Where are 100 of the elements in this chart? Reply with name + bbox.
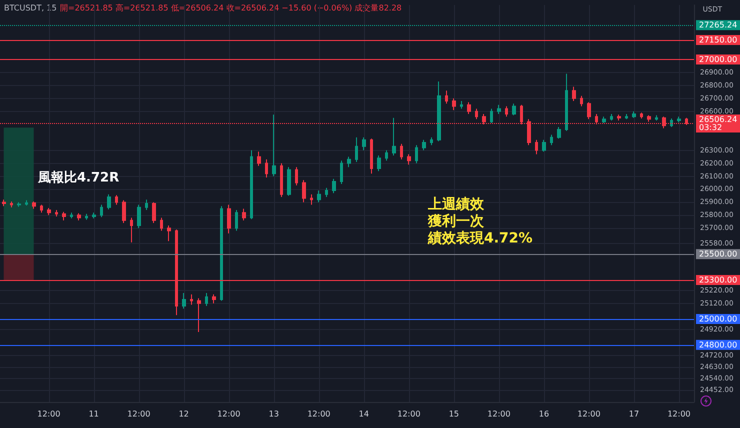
candlestick bbox=[430, 136, 433, 146]
x-tick-label: 12:00 bbox=[217, 410, 240, 418]
ref-line-label: 25300.00 bbox=[699, 276, 738, 285]
candlestick bbox=[505, 106, 508, 118]
ref-line-label: 26506.24 03:32 bbox=[699, 115, 738, 132]
candlestick bbox=[475, 108, 478, 120]
candlestick bbox=[25, 200, 28, 206]
x-tick-label: 13 bbox=[268, 410, 279, 418]
x-tick-label: 12:00 bbox=[397, 410, 420, 418]
x-tick-label: 11 bbox=[88, 410, 99, 418]
candlestick bbox=[542, 139, 546, 152]
candlestick bbox=[617, 114, 621, 121]
candlestick bbox=[632, 110, 636, 118]
candlestick bbox=[32, 201, 36, 210]
candlestick bbox=[385, 150, 388, 162]
candlestick bbox=[640, 112, 643, 120]
candlestick bbox=[422, 139, 426, 151]
candlestick bbox=[235, 209, 238, 232]
candlestick bbox=[227, 204, 231, 234]
candlestick bbox=[377, 154, 381, 172]
candlestick bbox=[70, 212, 73, 219]
candlestick bbox=[557, 126, 561, 140]
x-tick-label: 12:00 bbox=[37, 410, 60, 418]
candlestick bbox=[565, 73, 568, 132]
candlestick bbox=[62, 211, 66, 221]
candlestick bbox=[182, 292, 186, 310]
candlestick bbox=[220, 206, 223, 302]
candlestick bbox=[302, 180, 306, 203]
candlestick bbox=[400, 143, 403, 160]
candlestick bbox=[40, 204, 43, 214]
candlestick bbox=[152, 202, 156, 224]
candlestick bbox=[2, 199, 6, 207]
candlestick bbox=[452, 98, 456, 111]
annotation: 風報比4.72R bbox=[37, 170, 120, 186]
candlestick bbox=[250, 150, 253, 220]
ref-line-label: 27265.24 bbox=[699, 20, 738, 30]
candlestick bbox=[257, 151, 261, 166]
candlestick bbox=[160, 217, 163, 232]
candlestick bbox=[355, 136, 358, 162]
candlestick bbox=[197, 298, 201, 332]
candlestick bbox=[92, 212, 96, 219]
ref-line-label: 24800.00 bbox=[699, 340, 738, 350]
candlestick bbox=[190, 294, 193, 306]
ref-line-label: 27000.00 bbox=[699, 54, 738, 64]
candlestick bbox=[212, 294, 216, 304]
candlestick bbox=[55, 209, 58, 217]
annotation: 上週績效 bbox=[427, 196, 485, 212]
ref-line-label: 25000.00 bbox=[699, 314, 738, 324]
candlestick bbox=[670, 118, 673, 128]
candlestick bbox=[100, 204, 103, 218]
candlestick bbox=[340, 160, 343, 185]
candlestick bbox=[17, 202, 21, 208]
candlestick bbox=[490, 108, 493, 124]
candlestick bbox=[437, 81, 441, 142]
ref-line-label: 27150.00 bbox=[699, 36, 738, 45]
candlestick bbox=[445, 90, 448, 104]
x-tick-label: 17 bbox=[628, 410, 640, 418]
candlestick bbox=[145, 199, 148, 210]
candlestick bbox=[47, 208, 51, 216]
candlestick bbox=[205, 292, 208, 306]
candlestick bbox=[392, 117, 396, 156]
candlestick bbox=[122, 200, 126, 224]
x-tick-label: 12:00 bbox=[307, 410, 330, 418]
candlestick bbox=[317, 190, 321, 203]
candlestick bbox=[287, 166, 291, 196]
candlestick bbox=[602, 116, 606, 124]
candlestick bbox=[115, 194, 118, 206]
candlestick bbox=[415, 144, 418, 164]
x-tick-label: 12:00 bbox=[487, 410, 510, 418]
candlestick bbox=[295, 166, 298, 186]
x-tick-label: 12 bbox=[178, 410, 189, 418]
candlestick bbox=[280, 162, 283, 198]
candlestick bbox=[137, 204, 141, 229]
candlestick bbox=[310, 194, 313, 206]
candlestick bbox=[535, 139, 538, 155]
candlestick bbox=[572, 86, 576, 102]
candlestick bbox=[325, 187, 328, 198]
candlestick bbox=[370, 138, 373, 174]
candlestick bbox=[130, 217, 133, 243]
candlestick bbox=[272, 114, 276, 177]
candlestick bbox=[610, 113, 613, 121]
candlestick bbox=[655, 114, 658, 121]
candlestick bbox=[580, 95, 583, 107]
candlestick bbox=[167, 225, 171, 242]
annotation: 績效表現4.72% bbox=[427, 230, 533, 246]
candlestick bbox=[362, 136, 366, 151]
candlestick bbox=[497, 104, 501, 114]
ref-line-label: 25500.00 bbox=[699, 250, 738, 259]
candlestick bbox=[587, 102, 591, 120]
candlestick bbox=[407, 154, 411, 166]
candlestick bbox=[467, 102, 471, 114]
candlestick bbox=[265, 158, 268, 178]
x-tick-label: 16 bbox=[538, 410, 550, 418]
candlestick bbox=[85, 213, 88, 220]
candlestick bbox=[460, 100, 463, 110]
candlestick bbox=[512, 103, 516, 116]
annotation: 獲利一次 bbox=[427, 214, 485, 230]
candlestick bbox=[77, 212, 81, 221]
x-tick-label: 14 bbox=[358, 410, 369, 418]
x-tick-label: 15 bbox=[448, 410, 460, 418]
